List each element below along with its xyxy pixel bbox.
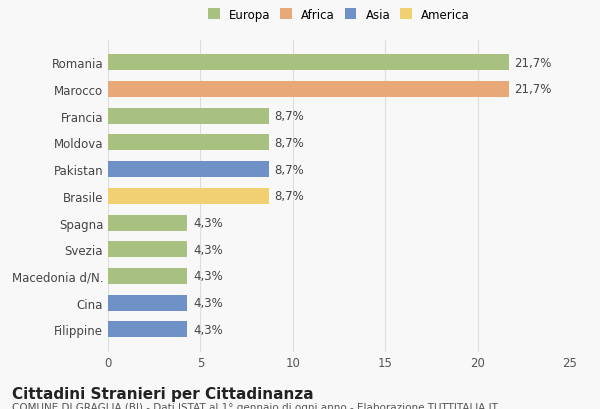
Bar (108, 188, 269, 204)
Bar (108, 268, 187, 284)
Legend: Europa, Africa, Asia, America: Europa, Africa, Asia, America (206, 7, 472, 24)
Text: 4,3%: 4,3% (193, 297, 223, 310)
Text: 8,7%: 8,7% (274, 137, 304, 149)
Text: 8,7%: 8,7% (274, 110, 304, 123)
Bar (108, 55, 509, 71)
Bar (108, 295, 187, 311)
Text: 4,3%: 4,3% (193, 216, 223, 229)
Bar (108, 82, 509, 98)
Text: 4,3%: 4,3% (193, 243, 223, 256)
Bar (108, 162, 269, 178)
Bar (108, 135, 269, 151)
Text: 21,7%: 21,7% (515, 83, 552, 96)
Text: Cittadini Stranieri per Cittadinanza: Cittadini Stranieri per Cittadinanza (12, 387, 314, 402)
Text: 4,3%: 4,3% (193, 270, 223, 283)
Bar (108, 242, 187, 258)
Bar (108, 108, 269, 124)
Text: 8,7%: 8,7% (274, 163, 304, 176)
Bar (108, 321, 187, 337)
Text: COMUNE DI GRAGLIA (BI) - Dati ISTAT al 1° gennaio di ogni anno - Elaborazione TU: COMUNE DI GRAGLIA (BI) - Dati ISTAT al 1… (12, 402, 498, 409)
Bar (108, 215, 187, 231)
Text: 8,7%: 8,7% (274, 190, 304, 203)
Text: 21,7%: 21,7% (515, 56, 552, 70)
Text: 4,3%: 4,3% (193, 323, 223, 336)
